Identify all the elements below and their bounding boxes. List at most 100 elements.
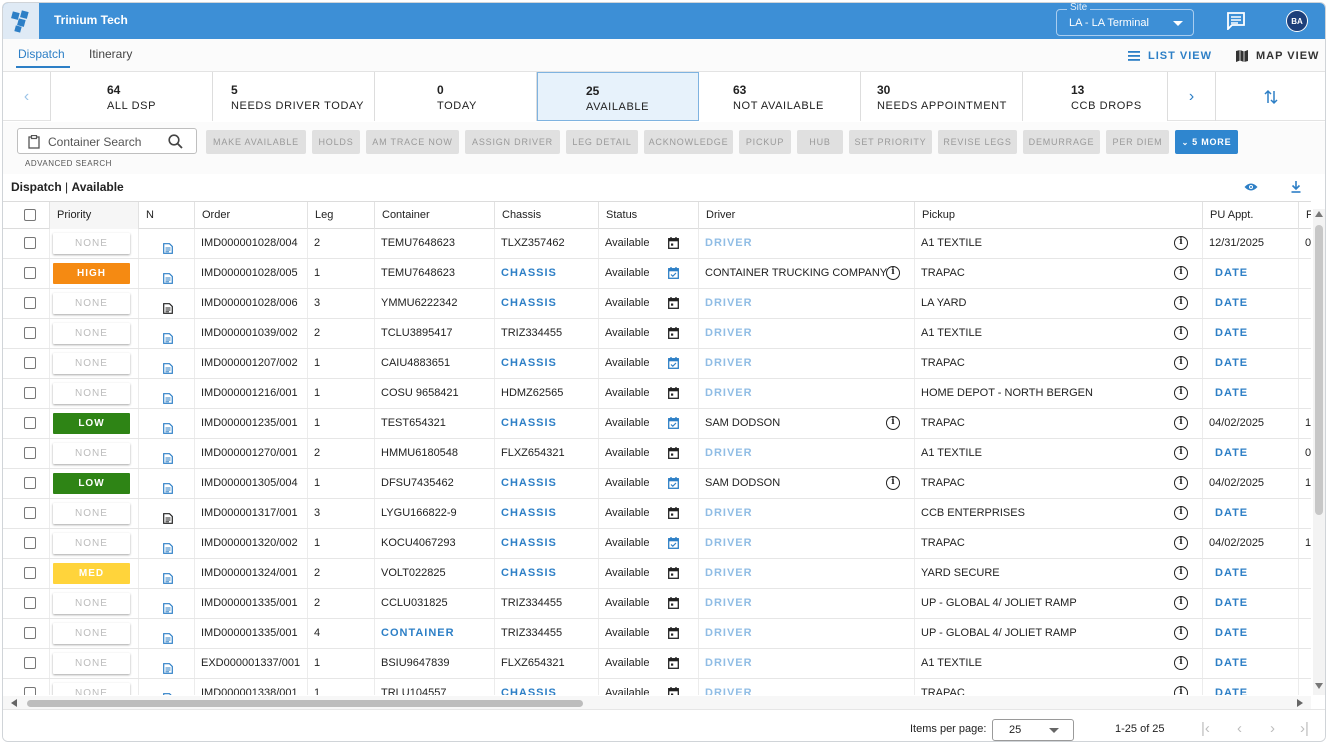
list-view-button[interactable]: LIST VIEW [1128, 50, 1212, 62]
site-select[interactable]: Site LA - LA Terminal [1056, 3, 1194, 36]
priority-badge[interactable]: NONE [53, 293, 130, 314]
assign-driver-link[interactable]: DRIVER [705, 687, 753, 695]
assign-driver-link[interactable]: DRIVER [705, 567, 753, 579]
table-row[interactable]: NONE IMD000001338/001 1 TRLU104557 CHASSIS Av… [3, 679, 1311, 695]
pickup-info-icon[interactable]: i [1174, 686, 1188, 695]
column-pu-appt[interactable]: PU Appt. [1203, 202, 1299, 229]
assign-chassis-link[interactable]: CHASSIS [501, 687, 557, 695]
assign-chassis-link[interactable]: CHASSIS [501, 537, 557, 549]
calendar-icon[interactable] [668, 267, 679, 279]
row-checkbox[interactable] [24, 387, 36, 399]
calendar-icon[interactable] [668, 477, 679, 489]
revise-legs-button[interactable]: REVISE LEGS [938, 130, 1017, 154]
pickup-info-icon[interactable]: i [1174, 506, 1188, 520]
app-logo[interactable] [3, 3, 39, 39]
scroll-right-arrow-icon[interactable] [1297, 699, 1303, 707]
select-all-checkbox[interactable] [24, 209, 36, 221]
row-checkbox[interactable] [24, 507, 36, 519]
assign-chassis-link[interactable]: CHASSIS [501, 507, 557, 519]
priority-badge[interactable]: NONE [53, 323, 130, 344]
pickup-info-icon[interactable]: i [1174, 296, 1188, 310]
row-checkbox[interactable] [24, 567, 36, 579]
document-icon[interactable] [163, 357, 173, 378]
calendar-icon[interactable] [668, 567, 679, 579]
row-checkbox[interactable] [24, 627, 36, 639]
priority-badge[interactable]: NONE [53, 443, 130, 464]
set-appointment-link[interactable]: DATE [1215, 357, 1249, 369]
document-icon[interactable] [163, 447, 173, 468]
priority-badge[interactable]: NONE [53, 503, 130, 524]
table-row[interactable]: NONE IMD000001317/001 3 LYGU166822-9 CHASSIS… [3, 499, 1311, 529]
row-checkbox[interactable] [24, 447, 36, 459]
column-container[interactable]: Container [375, 202, 495, 229]
assign-driver-link[interactable]: DRIVER [705, 627, 753, 639]
document-icon[interactable] [163, 597, 173, 618]
priority-badge[interactable]: HIGH [53, 263, 130, 284]
column-next[interactable]: F [1299, 202, 1311, 229]
assign-chassis-link[interactable]: CHASSIS [501, 267, 557, 279]
assign-driver-link[interactable]: DRIVER [705, 327, 753, 339]
driver-info-icon[interactable]: i [886, 416, 900, 430]
calendar-icon[interactable] [668, 387, 679, 399]
calendar-icon[interactable] [668, 507, 679, 519]
assign-driver-link[interactable]: DRIVER [705, 237, 753, 249]
calendar-icon[interactable] [668, 537, 679, 549]
pickup-info-icon[interactable]: i [1174, 386, 1188, 400]
pickup-info-icon[interactable]: i [1174, 416, 1188, 430]
document-icon[interactable] [163, 327, 173, 348]
row-checkbox[interactable] [24, 357, 36, 369]
search-icon[interactable] [168, 134, 183, 149]
calendar-icon[interactable] [668, 627, 679, 639]
assign-driver-link[interactable]: DRIVER [705, 597, 753, 609]
kpi-ccb-drops[interactable]: 13 CCB DROPS [1023, 72, 1168, 121]
document-icon[interactable] [163, 657, 173, 678]
leg-detail-button[interactable]: LEG DETAIL [566, 130, 638, 154]
column-order[interactable]: Order [195, 202, 308, 229]
priority-badge[interactable]: NONE [53, 653, 130, 674]
driver-info-icon[interactable]: i [886, 266, 900, 280]
document-icon[interactable] [163, 417, 173, 438]
download-icon[interactable] [1291, 181, 1301, 193]
table-row[interactable]: LOW IMD000001235/001 1 TEST654321 CHASSIS Ava… [3, 409, 1311, 439]
pickup-info-icon[interactable]: i [1174, 536, 1188, 550]
pickup-info-icon[interactable]: i [1174, 656, 1188, 670]
pickup-info-icon[interactable]: i [1174, 356, 1188, 370]
items-per-page-select[interactable]: 25 [992, 719, 1074, 741]
document-icon[interactable] [163, 267, 173, 288]
pickup-info-icon[interactable]: i [1174, 236, 1188, 250]
container-search-input[interactable]: Container Search [17, 128, 197, 154]
table-row[interactable]: NONE IMD000001028/004 2 TEMU7648623 TLXZ3574… [3, 229, 1311, 259]
priority-badge[interactable]: NONE [53, 683, 130, 695]
row-checkbox[interactable] [24, 267, 36, 279]
tab-itinerary[interactable]: Itinerary [89, 47, 133, 61]
eye-icon[interactable] [1244, 182, 1258, 192]
document-icon[interactable] [163, 567, 173, 588]
document-icon[interactable] [163, 237, 173, 258]
assign-chassis-link[interactable]: CHASSIS [501, 357, 557, 369]
calendar-icon[interactable] [668, 687, 679, 695]
table-row[interactable]: NONE IMD000001039/002 2 TCLU3895417 TRIZ3344… [3, 319, 1311, 349]
vertical-scroll-thumb[interactable] [1315, 225, 1323, 515]
table-row[interactable]: NONE IMD000001335/001 4 CONTAINER TRIZ334455… [3, 619, 1311, 649]
scroll-down-arrow-icon[interactable] [1315, 683, 1323, 689]
hub-button[interactable]: HUB [797, 130, 843, 154]
row-checkbox[interactable] [24, 687, 36, 695]
assign-driver-link[interactable]: DRIVER [705, 507, 753, 519]
document-icon[interactable] [163, 477, 173, 498]
assign-driver-button[interactable]: ASSIGN DRIVER [465, 130, 560, 154]
column-chassis[interactable]: Chassis [495, 202, 599, 229]
set-priority-button[interactable]: SET PRIORITY [849, 130, 932, 154]
kpi-needs-appointment[interactable]: 30 NEEDS APPOINTMENT [861, 72, 1023, 121]
calendar-icon[interactable] [668, 237, 679, 249]
map-view-button[interactable]: MAP VIEW [1236, 50, 1319, 62]
pickup-button[interactable]: PICKUP [739, 130, 791, 154]
next-page-icon[interactable]: › [1270, 720, 1275, 737]
assign-chassis-link[interactable]: CHASSIS [501, 297, 557, 309]
set-appointment-link[interactable]: DATE [1215, 327, 1249, 339]
table-row[interactable]: NONE IMD000001028/006 3 YMMU6222342 CHASSIS A… [3, 289, 1311, 319]
pickup-info-icon[interactable]: i [1174, 596, 1188, 610]
column-priority[interactable]: Priority [50, 202, 139, 229]
table-row[interactable]: HIGH IMD000001028/005 1 TEMU7648623 CHASSIS A… [3, 259, 1311, 289]
kpi-prev-button[interactable]: ‹ [3, 72, 51, 121]
calendar-icon[interactable] [668, 657, 679, 669]
